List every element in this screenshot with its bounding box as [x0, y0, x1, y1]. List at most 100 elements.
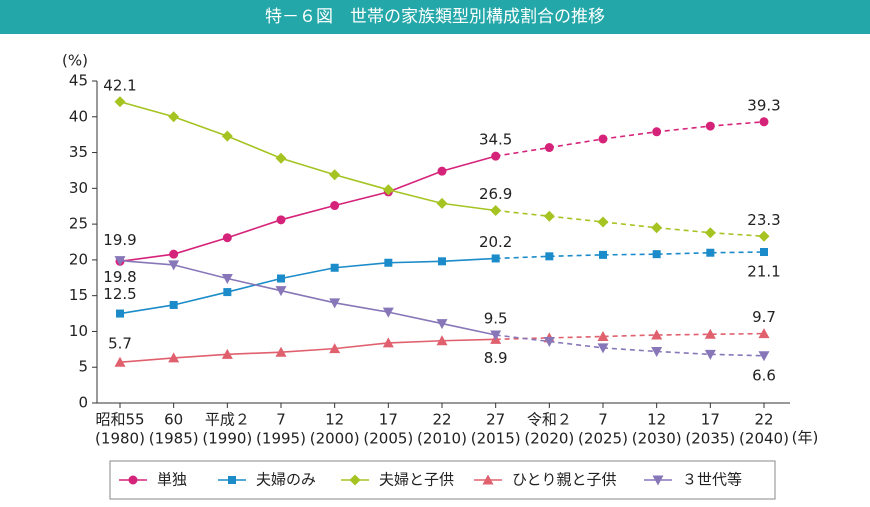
data-point — [597, 343, 609, 354]
x-tick-label: 7 — [598, 411, 608, 429]
data-point — [759, 117, 769, 127]
chart-title: 特－６図 世帯の家族類型別構成割合の推移 — [265, 7, 605, 27]
x-tick-year: (2015) — [471, 430, 521, 448]
data-point — [436, 335, 448, 346]
data-point — [544, 143, 554, 153]
x-tick-label: 12 — [325, 411, 344, 429]
x-tick-year: (2000) — [310, 430, 360, 448]
data-point — [330, 201, 340, 211]
data-point — [114, 256, 126, 267]
x-unit: (年) — [792, 429, 819, 447]
y-tick-label: 0 — [78, 394, 88, 412]
legend-label: 夫婦と子供 — [379, 471, 454, 489]
data-point — [704, 227, 716, 239]
x-tick-label: 平成２ — [205, 411, 250, 429]
legend-label: 単独 — [157, 471, 187, 489]
x-tick-year: (2010) — [417, 430, 467, 448]
data-label: 8.9 — [484, 349, 508, 367]
x-tick-year: (2005) — [363, 430, 413, 448]
data-label: 9.7 — [752, 308, 776, 326]
data-point — [706, 248, 715, 257]
data-point — [275, 286, 287, 297]
data-point — [275, 152, 287, 164]
data-point — [758, 230, 770, 242]
x-tick-year: (1985) — [149, 430, 199, 448]
data-label: 12.5 — [103, 285, 136, 303]
series-line — [119, 155, 496, 263]
data-point — [599, 250, 607, 259]
x-tick-year: (2020) — [524, 430, 574, 448]
series-line-projection — [495, 251, 765, 260]
data-point — [222, 233, 232, 243]
data-point — [704, 328, 716, 339]
legend-label: ３世代等 — [682, 471, 742, 489]
data-label: 21.1 — [747, 263, 780, 281]
y-tick-label: 30 — [69, 179, 88, 197]
data-point — [758, 328, 770, 339]
data-point — [169, 300, 178, 309]
data-point — [651, 329, 663, 340]
data-point — [436, 197, 448, 209]
y-unit: (%) — [62, 52, 88, 70]
data-point — [114, 96, 126, 108]
data-label: 9.5 — [484, 310, 508, 328]
data-point — [221, 348, 233, 359]
data-label: 19.8 — [103, 268, 136, 286]
data-point — [114, 356, 126, 367]
data-point — [490, 205, 502, 217]
data-label: 19.9 — [103, 231, 136, 249]
data-point — [168, 111, 180, 123]
x-tick-year: (1995) — [256, 430, 306, 448]
y-tick-label: 15 — [69, 286, 88, 304]
x-tick-label: 昭和55 — [95, 411, 144, 429]
data-label: 23.3 — [747, 211, 780, 229]
legend-marker — [482, 474, 494, 485]
data-label: 5.7 — [108, 335, 132, 353]
data-point — [651, 222, 663, 234]
data-point — [382, 307, 394, 318]
title-banner — [0, 0, 870, 34]
series-line — [119, 259, 496, 336]
data-point — [437, 166, 447, 176]
data-point — [329, 343, 341, 354]
data-point — [760, 248, 768, 257]
data-point — [275, 346, 287, 357]
x-tick-year: (2025) — [578, 430, 628, 448]
data-label: 42.1 — [103, 76, 136, 94]
x-tick-label: 60 — [164, 411, 183, 429]
legend-marker — [652, 475, 664, 486]
data-point — [491, 151, 501, 161]
data-point — [436, 319, 448, 330]
legend-marker — [128, 475, 138, 485]
x-tick-label: 22 — [432, 411, 451, 429]
x-tick-label: 27 — [486, 411, 505, 429]
data-point — [758, 351, 770, 362]
x-tick-label: 令和２ — [527, 411, 572, 429]
series-line — [119, 338, 496, 364]
data-point — [705, 121, 715, 131]
data-point — [276, 215, 286, 225]
data-point — [651, 346, 663, 357]
data-point — [169, 249, 179, 259]
series-line — [119, 100, 496, 212]
x-tick-label: 7 — [276, 411, 286, 429]
data-point — [652, 250, 661, 259]
data-point — [221, 130, 233, 142]
data-point — [597, 216, 609, 228]
data-label: 26.9 — [479, 185, 512, 203]
x-tick-year: (1980) — [95, 430, 145, 448]
data-point — [221, 273, 233, 284]
x-tick-year: (2030) — [632, 430, 682, 448]
y-tick-label: 25 — [69, 215, 88, 233]
data-point — [652, 127, 662, 137]
data-point — [597, 330, 609, 341]
data-point — [543, 336, 555, 347]
y-tick-label: 10 — [69, 322, 88, 340]
data-point — [223, 288, 232, 297]
legend-label: ひとり親と子供 — [512, 471, 617, 489]
data-point — [490, 330, 502, 341]
data-label: 20.2 — [479, 233, 512, 251]
data-point — [329, 169, 341, 181]
data-point — [438, 257, 446, 266]
